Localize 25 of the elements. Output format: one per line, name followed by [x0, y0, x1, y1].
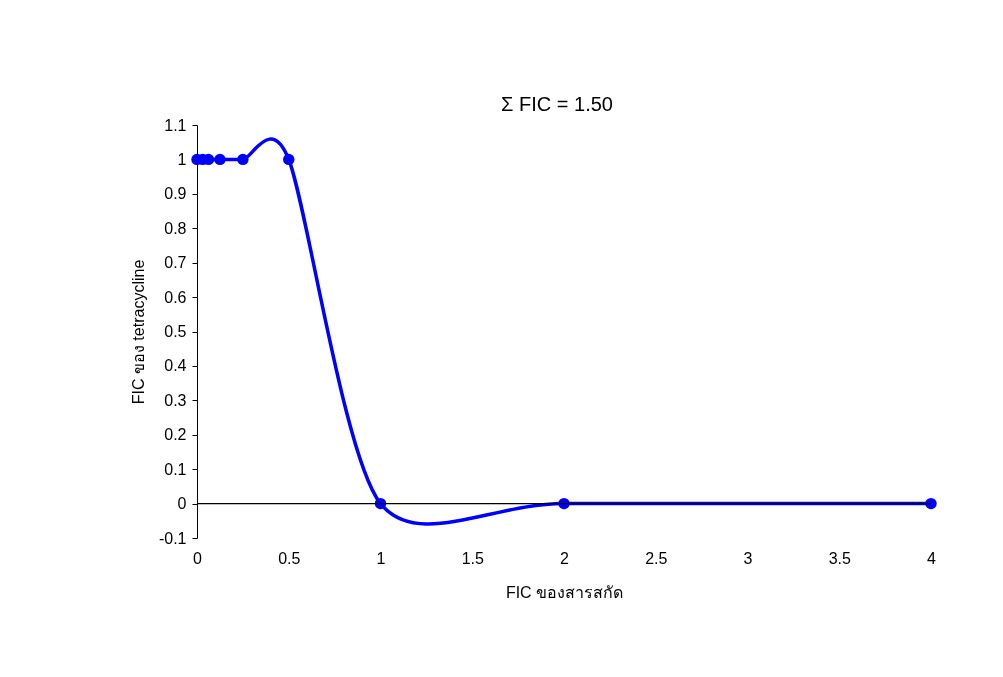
- y-tick-label: 0.4: [164, 357, 187, 375]
- x-tick-label: 4: [927, 549, 937, 567]
- x-tick-label: 3.5: [828, 549, 851, 567]
- x-tick-label: 2: [560, 549, 570, 567]
- y-tick-label: 0.6: [164, 288, 187, 306]
- x-axis-title: FIC ของสารสกัด: [505, 583, 624, 601]
- y-tick-label: 0.9: [164, 185, 187, 203]
- y-tick-label: 1: [177, 150, 187, 168]
- x-tick-label: 0.5: [278, 549, 301, 567]
- x-tick-label: 1.5: [461, 549, 484, 567]
- y-tick-label: 0.8: [164, 219, 187, 237]
- y-tick-label: 0.3: [164, 391, 187, 409]
- y-tick-label: 0: [177, 495, 187, 513]
- y-tick-label: 0.2: [164, 426, 187, 444]
- x-tick-label: 3: [743, 549, 753, 567]
- x-tick-label: 2.5: [645, 549, 668, 567]
- y-tick-label: 1.1: [164, 116, 187, 134]
- x-tick-label: 0: [193, 549, 203, 567]
- y-tick-label: -0.1: [158, 529, 187, 547]
- y-tick-label: 0.1: [164, 460, 187, 478]
- y-tick-label: 0.7: [164, 254, 187, 272]
- x-tick-label: 1: [376, 549, 386, 567]
- text: Σ FIC = 1.50: [501, 93, 613, 115]
- y-axis-title: FIC ของ tetracycline: [129, 259, 147, 405]
- y-tick-label: 0.5: [164, 323, 187, 340]
